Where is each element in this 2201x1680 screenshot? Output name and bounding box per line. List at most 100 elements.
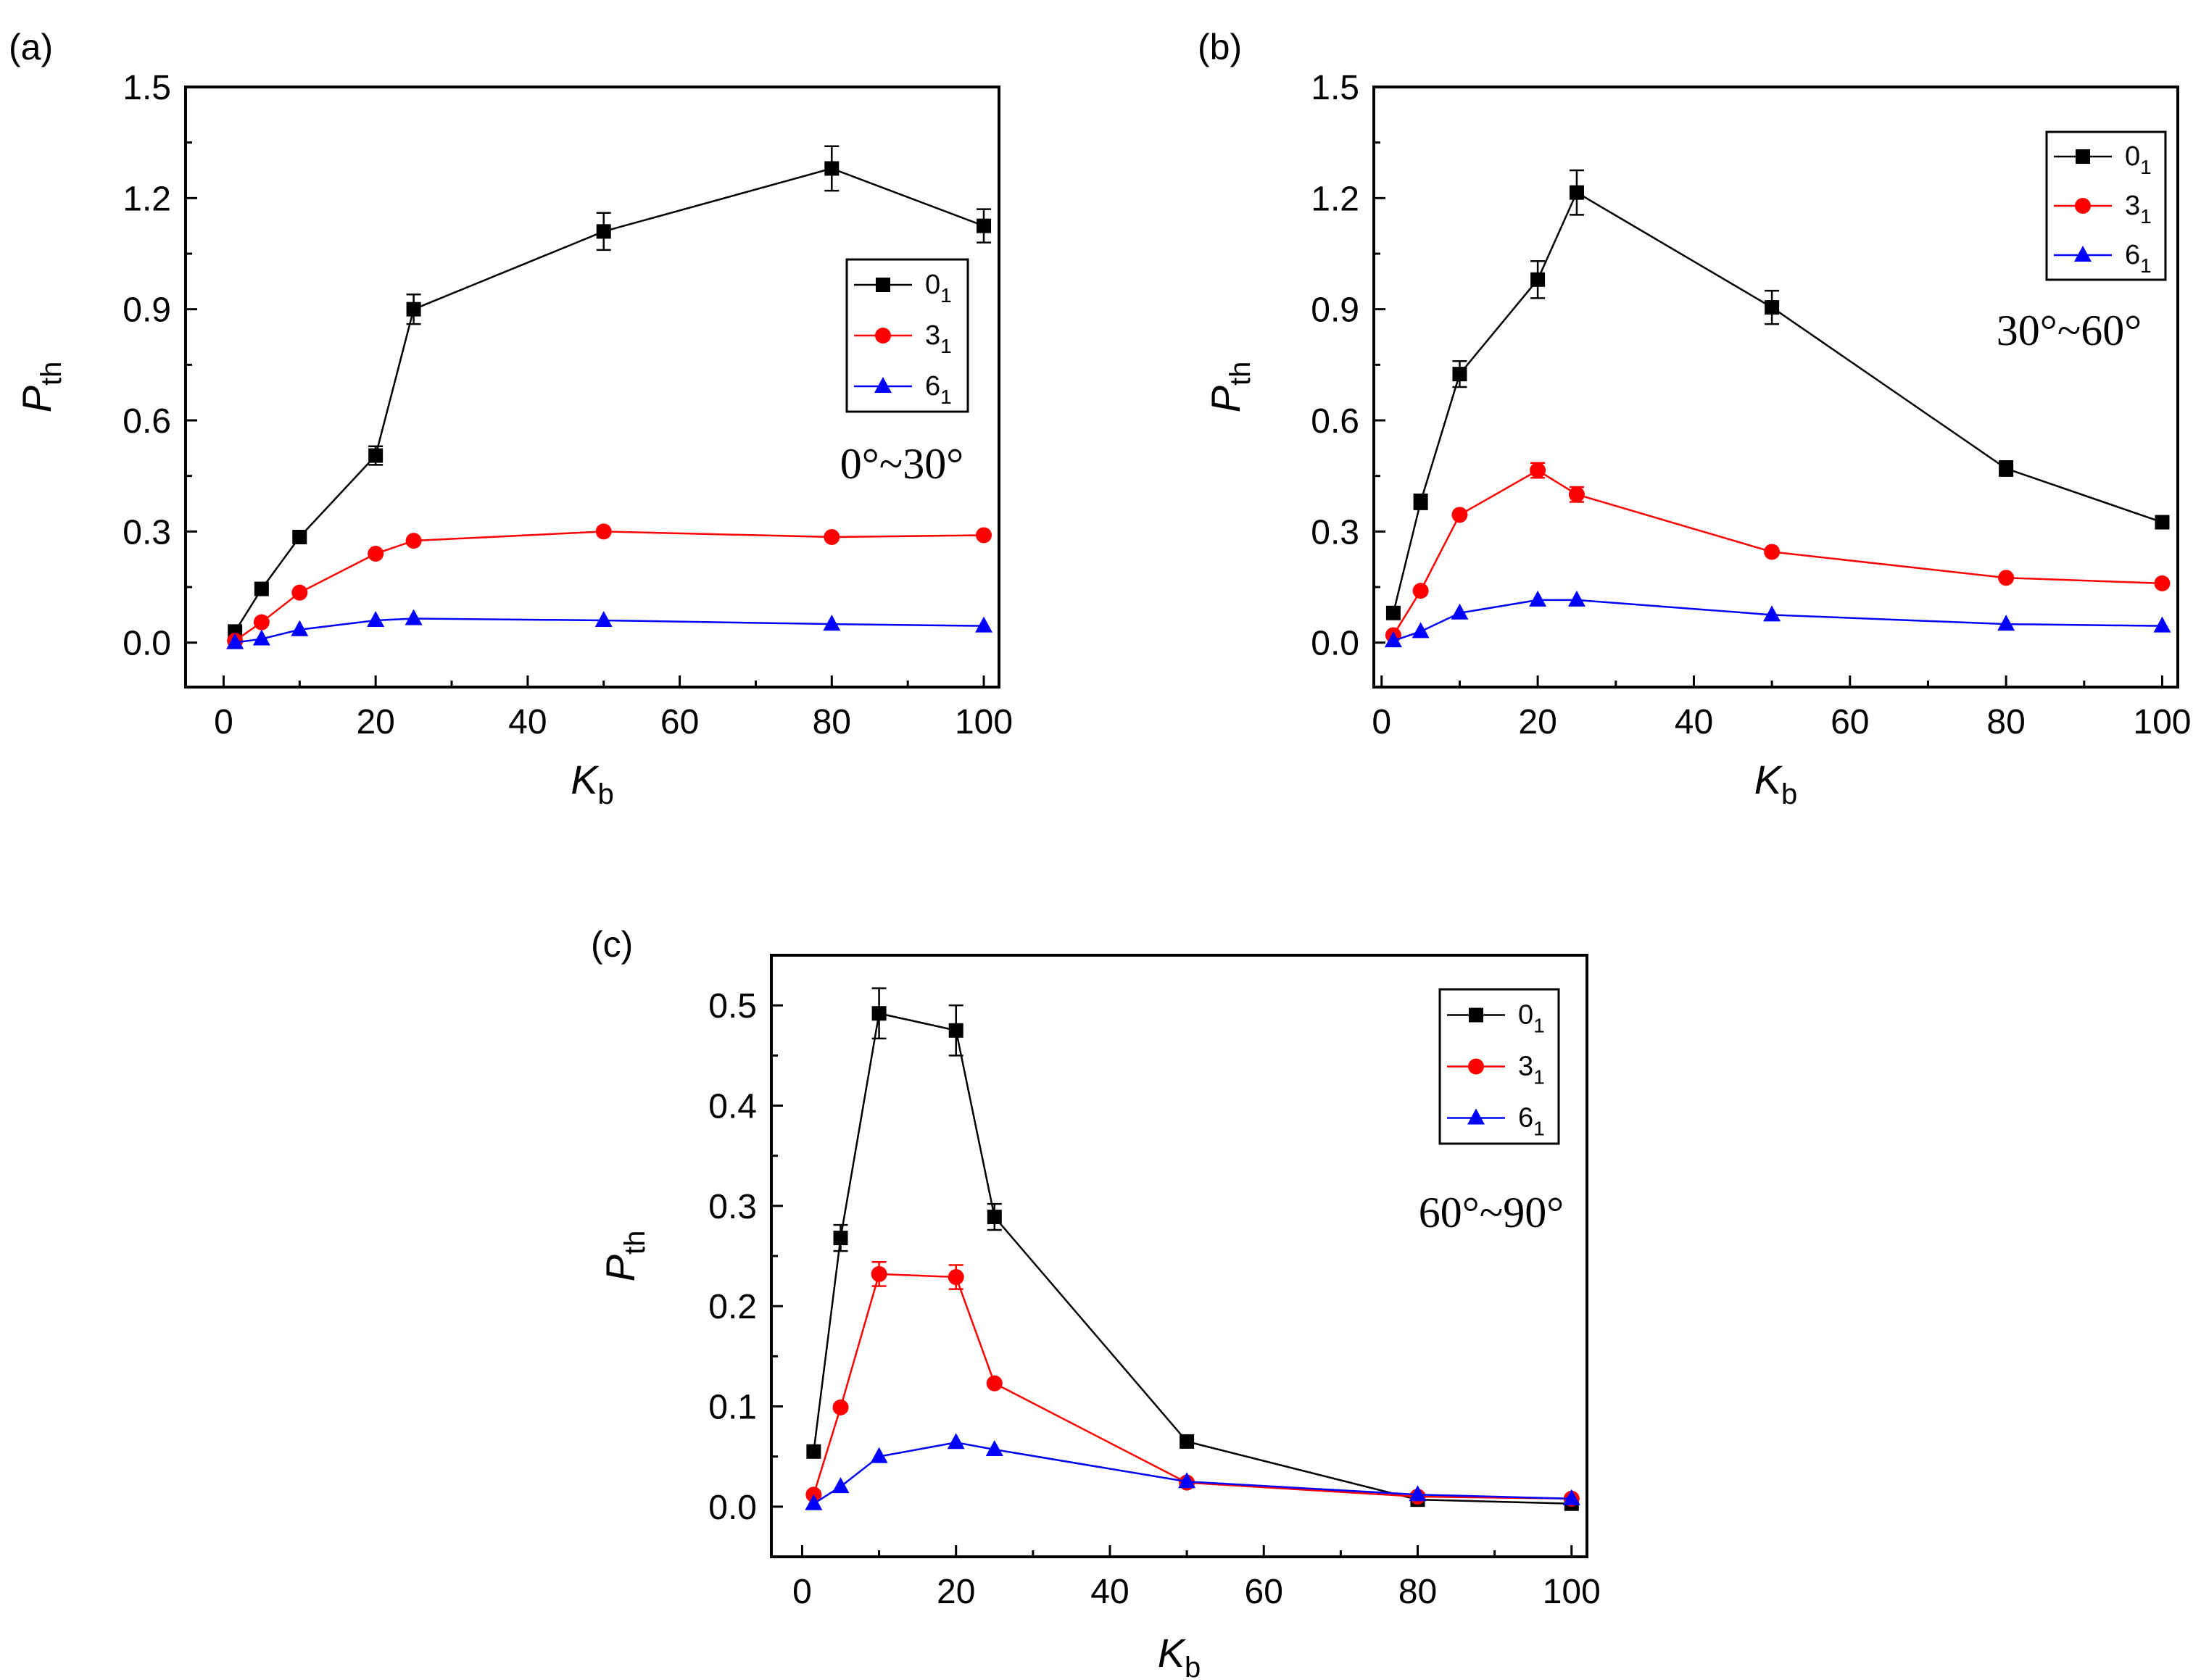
series-line <box>1393 599 2163 642</box>
angle-range-label: 0°~30° <box>840 440 963 488</box>
plot-frame <box>184 86 1000 689</box>
legend-label: 31 <box>925 320 952 357</box>
y-axis-label-sub: th <box>36 362 67 386</box>
legend-marker <box>874 377 892 393</box>
y-axis-label-main: P <box>14 386 59 412</box>
angle-range-label: 30°~60° <box>1997 307 2142 354</box>
legend-label-main: 6 <box>925 371 940 402</box>
data-point <box>1568 486 1585 503</box>
data-point <box>2154 575 2171 591</box>
data-point <box>1409 1485 1427 1502</box>
chart-panel-b: (b)0 20 40 60 80 1000.00.30.60.91.21.5KbPth01… <box>1198 27 2192 810</box>
legend-label: 01 <box>1518 1000 1545 1037</box>
data-point <box>1178 1472 1196 1489</box>
panel-label: (c) <box>591 924 633 965</box>
panel-label: (a) <box>9 27 53 67</box>
data-point <box>976 527 992 544</box>
x-axis-label: Kb <box>1158 1630 1201 1680</box>
x-tick-label: 0 <box>792 1573 812 1611</box>
legend-label-sub: 1 <box>2140 156 2152 178</box>
y-tick-label: 0.0 <box>708 1489 757 1527</box>
data-point <box>594 611 613 627</box>
data-point <box>977 218 992 233</box>
legend-label: 01 <box>925 270 952 307</box>
y-tick-label: 0.9 <box>1311 291 1359 330</box>
data-point <box>1997 615 2015 631</box>
data-point <box>824 161 840 176</box>
data-point <box>253 614 270 631</box>
data-point <box>2155 515 2170 530</box>
y-tick-label: 0.2 <box>708 1288 757 1326</box>
y-tick-label: 0.9 <box>123 291 171 330</box>
data-point <box>1530 462 1546 478</box>
legend-label-sub: 1 <box>1533 1118 1545 1140</box>
data-point <box>226 633 244 649</box>
x-tick-label: 80 <box>813 703 851 741</box>
angle-range-label: 60°~90° <box>1419 1189 1564 1236</box>
y-tick-label: 1.2 <box>123 180 171 218</box>
y-tick-label: 0.0 <box>123 625 171 663</box>
x-axis-label-main: K <box>1754 757 1783 802</box>
data-point <box>1412 583 1429 599</box>
x-axis-label: Kb <box>571 757 614 810</box>
data-point <box>870 1447 888 1463</box>
x-tick-label: 40 <box>508 703 547 741</box>
data-point <box>832 1399 849 1415</box>
data-point <box>1452 367 1467 382</box>
x-tick-label: 0 <box>1372 703 1391 741</box>
data-point <box>833 1231 848 1246</box>
data-point <box>985 1439 1003 1456</box>
x-tick-label: 60 <box>660 703 699 741</box>
y-axis-label: Pth <box>597 1231 651 1282</box>
data-point <box>1412 622 1430 639</box>
x-tick-label: 100 <box>1543 1573 1601 1611</box>
data-point <box>368 546 384 562</box>
y-tick-label: 0.6 <box>1311 402 1359 441</box>
x-axis-label-main: K <box>1158 1630 1187 1676</box>
y-axis-label-main: P <box>597 1255 643 1281</box>
y-tick-label: 0.5 <box>708 987 757 1026</box>
legend-label-main: 6 <box>2125 240 2140 270</box>
series-line <box>813 1273 1572 1500</box>
chart-panel-a: (a)0 20 40 60 80 1000.00.30.60.91.21.5KbPth01… <box>9 27 1013 810</box>
x-tick-label: 60 <box>1831 703 1869 741</box>
legend-marker <box>2076 149 2090 164</box>
series-line <box>234 167 985 632</box>
data-point <box>405 609 423 625</box>
legend-label-main: 3 <box>1518 1052 1533 1082</box>
data-point <box>252 629 270 646</box>
y-tick-label: 0.6 <box>123 402 171 441</box>
legend-label-sub: 1 <box>1533 1015 1545 1037</box>
legend-label-main: 3 <box>925 320 940 351</box>
x-axis-label-main: K <box>571 757 600 802</box>
legend-label-main: 0 <box>1518 1000 1533 1031</box>
plot-frame <box>770 954 1588 1558</box>
y-tick-label: 0.0 <box>1311 625 1359 663</box>
data-point <box>823 615 841 631</box>
data-point <box>871 1006 887 1021</box>
legend-marker <box>875 328 891 344</box>
data-point <box>368 448 384 463</box>
legend-label: 61 <box>1518 1103 1545 1140</box>
y-axis-label-sub: th <box>1224 362 1256 386</box>
x-tick-label: 40 <box>1090 1573 1129 1611</box>
data-point <box>1413 494 1428 510</box>
legend-label: 01 <box>2125 141 2152 178</box>
data-point <box>1451 603 1469 620</box>
data-point <box>948 1023 963 1038</box>
data-point <box>1385 605 1401 620</box>
y-tick-label: 0.1 <box>708 1389 757 1427</box>
x-tick-label: 80 <box>1986 703 2025 741</box>
legend-label: 31 <box>2125 191 2152 228</box>
panel-label: (b) <box>1198 27 1242 67</box>
x-tick-label: 20 <box>1518 703 1557 741</box>
legend-label: 61 <box>925 371 952 408</box>
data-point <box>292 530 307 544</box>
legend-label-main: 0 <box>2125 141 2140 172</box>
data-point <box>805 1494 823 1510</box>
data-point <box>1763 605 1781 622</box>
series-line <box>813 1012 1572 1505</box>
data-point <box>254 581 269 596</box>
